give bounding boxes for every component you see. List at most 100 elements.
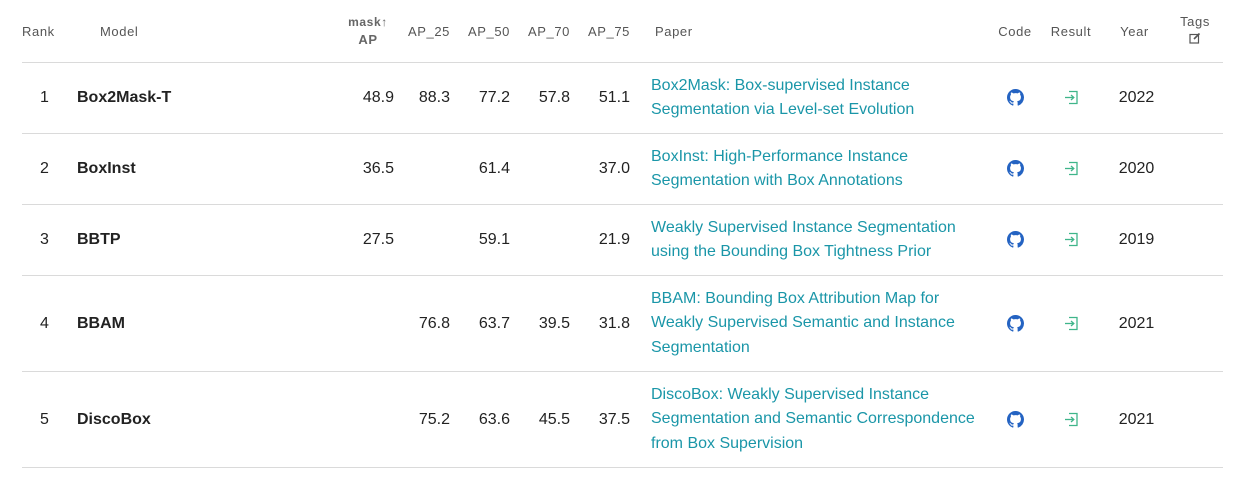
sort-up-icon: ↑ xyxy=(381,15,388,29)
paper-cell: DiscoBox: Weakly Supervised Instance Seg… xyxy=(638,371,990,468)
ap25-cell: 88.3 xyxy=(402,62,458,134)
paper-link[interactable]: BBAM: Bounding Box Attribution Map for W… xyxy=(651,289,955,356)
table-header-row: Rank Model mask↑ AP AP_25 AP_50 AP_70 AP… xyxy=(22,0,1223,63)
year-cell: 2020 xyxy=(1102,133,1167,205)
paper-cell: Box2Mask: Box-supervised Instance Segmen… xyxy=(638,62,990,134)
model-header-label: Model xyxy=(100,23,139,39)
ap25-cell: 76.8 xyxy=(402,275,458,372)
ap75-header[interactable]: AP_75 xyxy=(578,0,638,63)
mask-ap-header-bottom: AP xyxy=(358,32,378,47)
year-cell: 2021 xyxy=(1102,275,1167,372)
result-enter-icon[interactable] xyxy=(1063,160,1080,177)
code-cell xyxy=(990,275,1040,372)
tags-cell xyxy=(1167,62,1223,134)
table-row: 2 BoxInst 36.5 61.4 37.0 BoxInst: High-P… xyxy=(22,133,1223,205)
ap75-cell: 21.9 xyxy=(578,204,638,276)
code-cell xyxy=(990,62,1040,134)
code-cell xyxy=(990,371,1040,468)
ap25-cell: 75.2 xyxy=(402,371,458,468)
result-cell xyxy=(1040,204,1102,276)
tags-header: Tags xyxy=(1167,0,1223,63)
paper-link[interactable]: Weakly Supervised Instance Segmentation … xyxy=(651,218,956,261)
paper-cell: BoxInst: High-Performance Instance Segme… xyxy=(638,133,990,205)
result-cell xyxy=(1040,62,1102,134)
tags-cell xyxy=(1167,204,1223,276)
ap70-cell xyxy=(518,133,578,205)
paper-link[interactable]: BoxInst: High-Performance Instance Segme… xyxy=(651,147,909,190)
ap75-cell: 31.8 xyxy=(578,275,638,372)
result-enter-icon[interactable] xyxy=(1063,89,1080,106)
github-icon[interactable] xyxy=(1006,231,1024,248)
table-row: 4 BBAM 76.8 63.7 39.5 31.8 BBAM: Boundin… xyxy=(22,275,1223,372)
ap50-header[interactable]: AP_50 xyxy=(458,0,518,63)
tags-cell xyxy=(1167,133,1223,205)
year-cell: 2021 xyxy=(1102,371,1167,468)
rank-cell: 2 xyxy=(22,133,72,205)
result-header: Result xyxy=(1040,0,1102,63)
ap50-cell: 77.2 xyxy=(458,62,518,134)
ap75-cell: 51.1 xyxy=(578,62,638,134)
ap25-cell xyxy=(402,204,458,276)
code-cell xyxy=(990,133,1040,205)
mask-ap-cell xyxy=(342,371,402,468)
results-table: Rank Model mask↑ AP AP_25 AP_50 AP_70 AP… xyxy=(22,0,1223,468)
paper-header: Paper xyxy=(638,0,990,63)
ap70-cell: 57.8 xyxy=(518,62,578,134)
tags-cell xyxy=(1167,371,1223,468)
paper-link[interactable]: Box2Mask: Box-supervised Instance Segmen… xyxy=(651,76,915,119)
mask-ap-cell: 48.9 xyxy=(342,62,402,134)
ap50-cell: 59.1 xyxy=(458,204,518,276)
ap70-header[interactable]: AP_70 xyxy=(518,0,578,63)
table-row: 3 BBTP 27.5 59.1 21.9 Weakly Supervised … xyxy=(22,204,1223,276)
model-name[interactable]: Box2Mask-T xyxy=(72,62,342,134)
result-enter-icon[interactable] xyxy=(1063,231,1080,248)
ap70-cell xyxy=(518,204,578,276)
ap50-cell: 63.6 xyxy=(458,371,518,468)
model-header[interactable]: Model xyxy=(72,0,342,63)
rank-cell: 3 xyxy=(22,204,72,276)
model-name[interactable]: DiscoBox xyxy=(72,371,342,468)
ap75-cell: 37.0 xyxy=(578,133,638,205)
model-name[interactable]: BoxInst xyxy=(72,133,342,205)
rank-header[interactable]: Rank xyxy=(22,0,72,63)
ap70-cell: 45.5 xyxy=(518,371,578,468)
paper-cell: BBAM: Bounding Box Attribution Map for W… xyxy=(638,275,990,372)
mask-ap-header[interactable]: mask↑ AP xyxy=(342,0,402,63)
ap70-cell: 39.5 xyxy=(518,275,578,372)
result-enter-icon[interactable] xyxy=(1063,411,1080,428)
model-name[interactable]: BBTP xyxy=(72,204,342,276)
mask-ap-cell: 27.5 xyxy=(342,204,402,276)
tags-cell xyxy=(1167,275,1223,372)
ap25-header[interactable]: AP_25 xyxy=(402,0,458,63)
table-row: 1 Box2Mask-T 48.9 88.3 77.2 57.8 51.1 Bo… xyxy=(22,62,1223,134)
model-name[interactable]: BBAM xyxy=(72,275,342,372)
paper-cell: Weakly Supervised Instance Segmentation … xyxy=(638,204,990,276)
ap50-cell: 61.4 xyxy=(458,133,518,205)
ap50-cell: 63.7 xyxy=(458,275,518,372)
paper-link[interactable]: DiscoBox: Weakly Supervised Instance Seg… xyxy=(651,385,975,452)
tags-header-label: Tags xyxy=(1180,14,1210,29)
result-enter-icon[interactable] xyxy=(1063,315,1080,332)
github-icon[interactable] xyxy=(1006,410,1024,428)
ap25-cell xyxy=(402,133,458,205)
year-cell: 2022 xyxy=(1102,62,1167,134)
rank-cell: 5 xyxy=(22,371,72,468)
github-icon[interactable] xyxy=(1006,314,1024,332)
mask-ap-header-top: mask xyxy=(348,15,382,29)
year-header[interactable]: Year xyxy=(1102,0,1167,63)
code-cell xyxy=(990,204,1040,276)
code-header: Code xyxy=(990,0,1040,63)
result-cell xyxy=(1040,133,1102,205)
year-cell: 2019 xyxy=(1102,204,1167,276)
mask-ap-cell: 36.5 xyxy=(342,133,402,205)
edit-icon[interactable] xyxy=(1167,31,1223,49)
result-cell xyxy=(1040,275,1102,372)
github-icon[interactable] xyxy=(1006,89,1024,106)
rank-cell: 1 xyxy=(22,62,72,134)
result-cell xyxy=(1040,371,1102,468)
github-icon[interactable] xyxy=(1006,160,1024,177)
ap75-cell: 37.5 xyxy=(578,371,638,468)
mask-ap-cell xyxy=(342,275,402,372)
rank-cell: 4 xyxy=(22,275,72,372)
